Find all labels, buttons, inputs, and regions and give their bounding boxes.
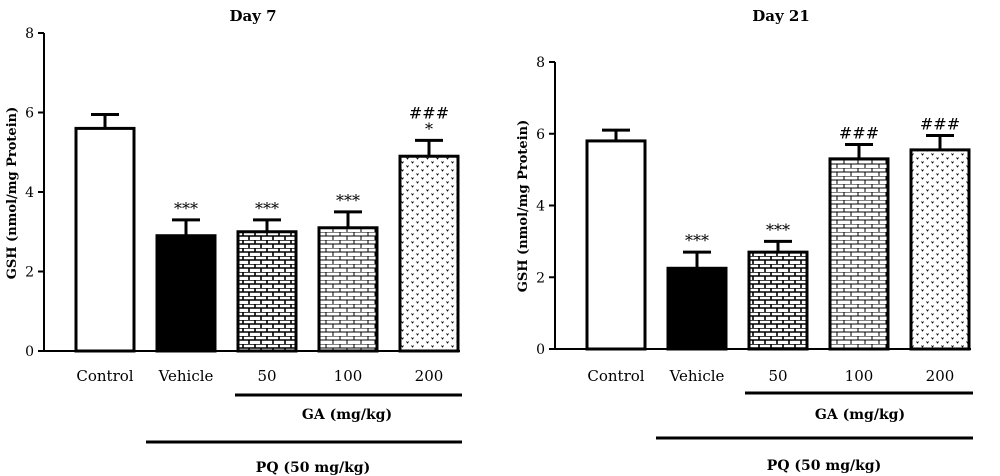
ga-group-label: GA (mg/kg) xyxy=(302,407,392,423)
bar-vehicle xyxy=(666,266,728,351)
y-tick-label: 2 xyxy=(536,270,545,286)
bar-200 xyxy=(398,154,460,353)
pq-group-label: PQ (50 mg/kg) xyxy=(256,460,370,476)
significance-label: *** xyxy=(174,199,198,218)
x-tick-label: 50 xyxy=(257,367,276,385)
y-tick-label: 0 xyxy=(25,344,34,360)
ga-group-label: GA (mg/kg) xyxy=(815,407,905,423)
x-tick-label: Control xyxy=(587,367,644,385)
chart-day7: Day 7 GSH (nmol/mg Protein) 0 2 4 6 8 Control… xyxy=(5,7,462,476)
y-tick-label: 4 xyxy=(536,199,545,215)
x-tick-label: Control xyxy=(76,367,133,385)
x-tick-label: 100 xyxy=(334,367,363,385)
bar-200 xyxy=(909,148,971,351)
significance-label: ### xyxy=(839,124,879,143)
plot-area: 0 2 4 6 8 Control Vehicle 50 100 200 *** *** ### ### xyxy=(536,55,971,385)
x-tick-label: Vehicle xyxy=(669,367,725,385)
significance-label: ### xyxy=(920,115,960,134)
x-tick-label: 200 xyxy=(926,367,955,385)
bar-control xyxy=(585,139,647,351)
y-tick-label: 0 xyxy=(536,342,545,358)
y-tick-label: 2 xyxy=(25,265,34,281)
bar-vehicle xyxy=(155,234,217,353)
chart-title: Day 21 xyxy=(752,7,810,25)
bar-50 xyxy=(747,250,809,351)
significance-label: *** xyxy=(336,191,360,210)
y-tick-label: 8 xyxy=(536,55,545,71)
x-tick-label: 200 xyxy=(415,367,444,385)
y-tick-label: 6 xyxy=(536,127,545,143)
significance-label: *** xyxy=(255,199,279,218)
y-axis-label: GSH (nmol/mg Protein) xyxy=(516,120,531,293)
y-tick-label: 6 xyxy=(25,106,34,122)
chart-day21: Day 21 GSH (nmol/mg Protein) 0 2 4 6 8 Contro… xyxy=(516,7,973,474)
y-tick-label: 8 xyxy=(25,26,34,42)
pq-group-label: PQ (50 mg/kg) xyxy=(767,458,881,474)
significance-label: ### xyxy=(409,103,449,122)
x-tick-label: Vehicle xyxy=(158,367,214,385)
bar-100 xyxy=(317,226,379,353)
significance-label: * xyxy=(425,119,433,138)
significance-label: *** xyxy=(766,220,790,239)
bar-control xyxy=(74,126,136,353)
y-tick-label: 4 xyxy=(25,185,34,201)
chart-title: Day 7 xyxy=(229,7,276,25)
x-tick-label: 50 xyxy=(768,367,787,385)
y-axis-label: GSH (nmol/mg Protein) xyxy=(5,107,20,280)
plot-area: 0 2 4 6 8 Control Vehicle 50 100 200 *** *** *** ###* xyxy=(25,26,460,385)
bar-100 xyxy=(828,157,890,351)
x-tick-label: 100 xyxy=(845,367,874,385)
bar-50 xyxy=(236,230,298,353)
significance-label: *** xyxy=(685,231,709,250)
